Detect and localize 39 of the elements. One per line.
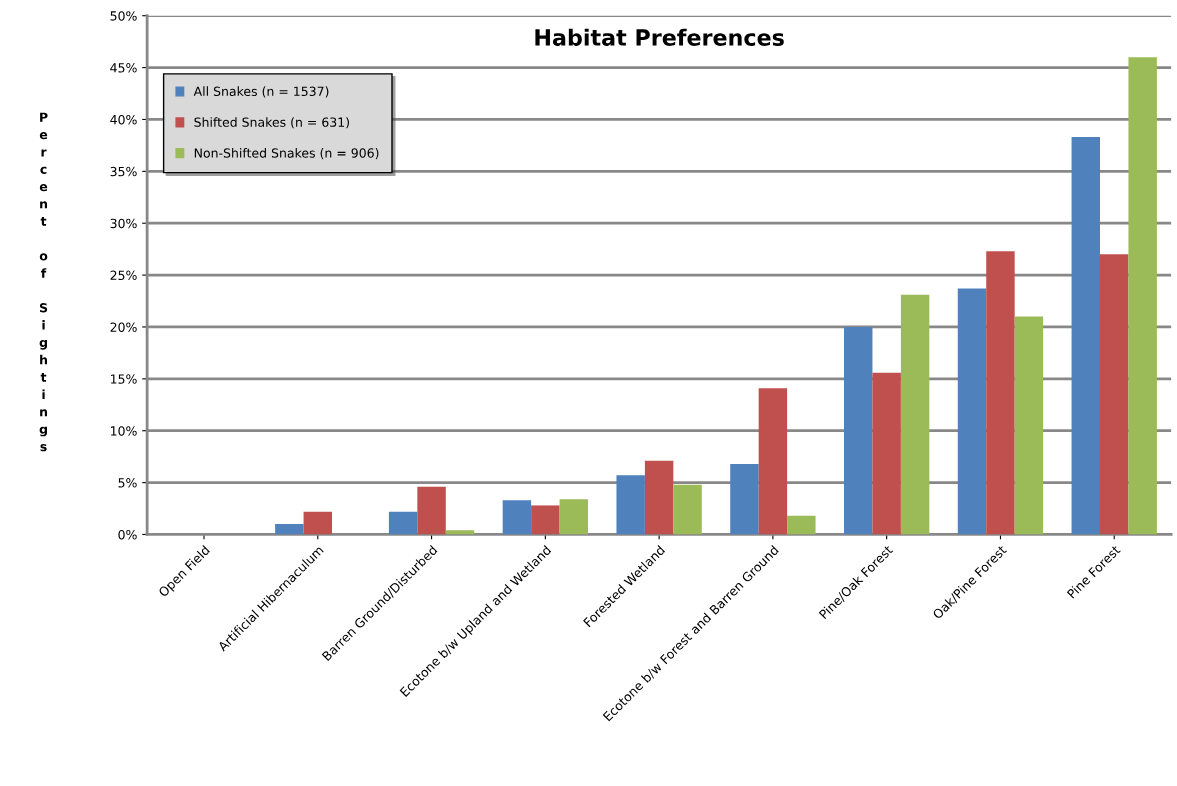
bar [417, 486, 446, 535]
y-tick-label: 40% [110, 114, 137, 125]
bar [957, 288, 987, 535]
bar [758, 388, 788, 535]
bar [616, 475, 645, 535]
bar [986, 251, 1015, 535]
bar [275, 524, 304, 535]
bar [787, 515, 816, 535]
y-tick-label: 0% [118, 529, 137, 540]
y-tick-label: 10% [110, 426, 137, 436]
chart-title: Habitat Preferences [535, 28, 784, 46]
bar [730, 463, 759, 535]
bar [673, 484, 702, 535]
legend-label: All Snakes (n = 1537) [193, 86, 329, 98]
y-tick-label: 45% [110, 63, 137, 73]
bar [502, 500, 532, 535]
bar [1071, 137, 1100, 535]
bar [1128, 57, 1157, 535]
bar [531, 505, 560, 535]
y-tick-label: 35% [110, 166, 137, 177]
bar [872, 372, 901, 535]
legend-label: Shifted Snakes (n = 631) [194, 117, 349, 129]
y-tick-label: 5% [118, 478, 137, 488]
bar [1100, 254, 1129, 535]
y-tick-label: 50% [110, 11, 137, 21]
y-tick-label: 20% [110, 322, 137, 332]
y-tick-label: 30% [110, 218, 137, 229]
bar [559, 499, 589, 535]
y-tick-label: 25% [110, 270, 137, 281]
bar [644, 460, 674, 535]
legend-label: Non-Shifted Snakes (n = 906) [194, 148, 379, 160]
bar [844, 326, 873, 535]
bar [303, 511, 333, 535]
bar [445, 530, 475, 535]
text: Percent of Sightings [39, 112, 48, 452]
bar [1014, 316, 1044, 535]
bar [900, 294, 930, 535]
bar [388, 511, 418, 535]
y-tick-label: 15% [110, 374, 137, 384]
